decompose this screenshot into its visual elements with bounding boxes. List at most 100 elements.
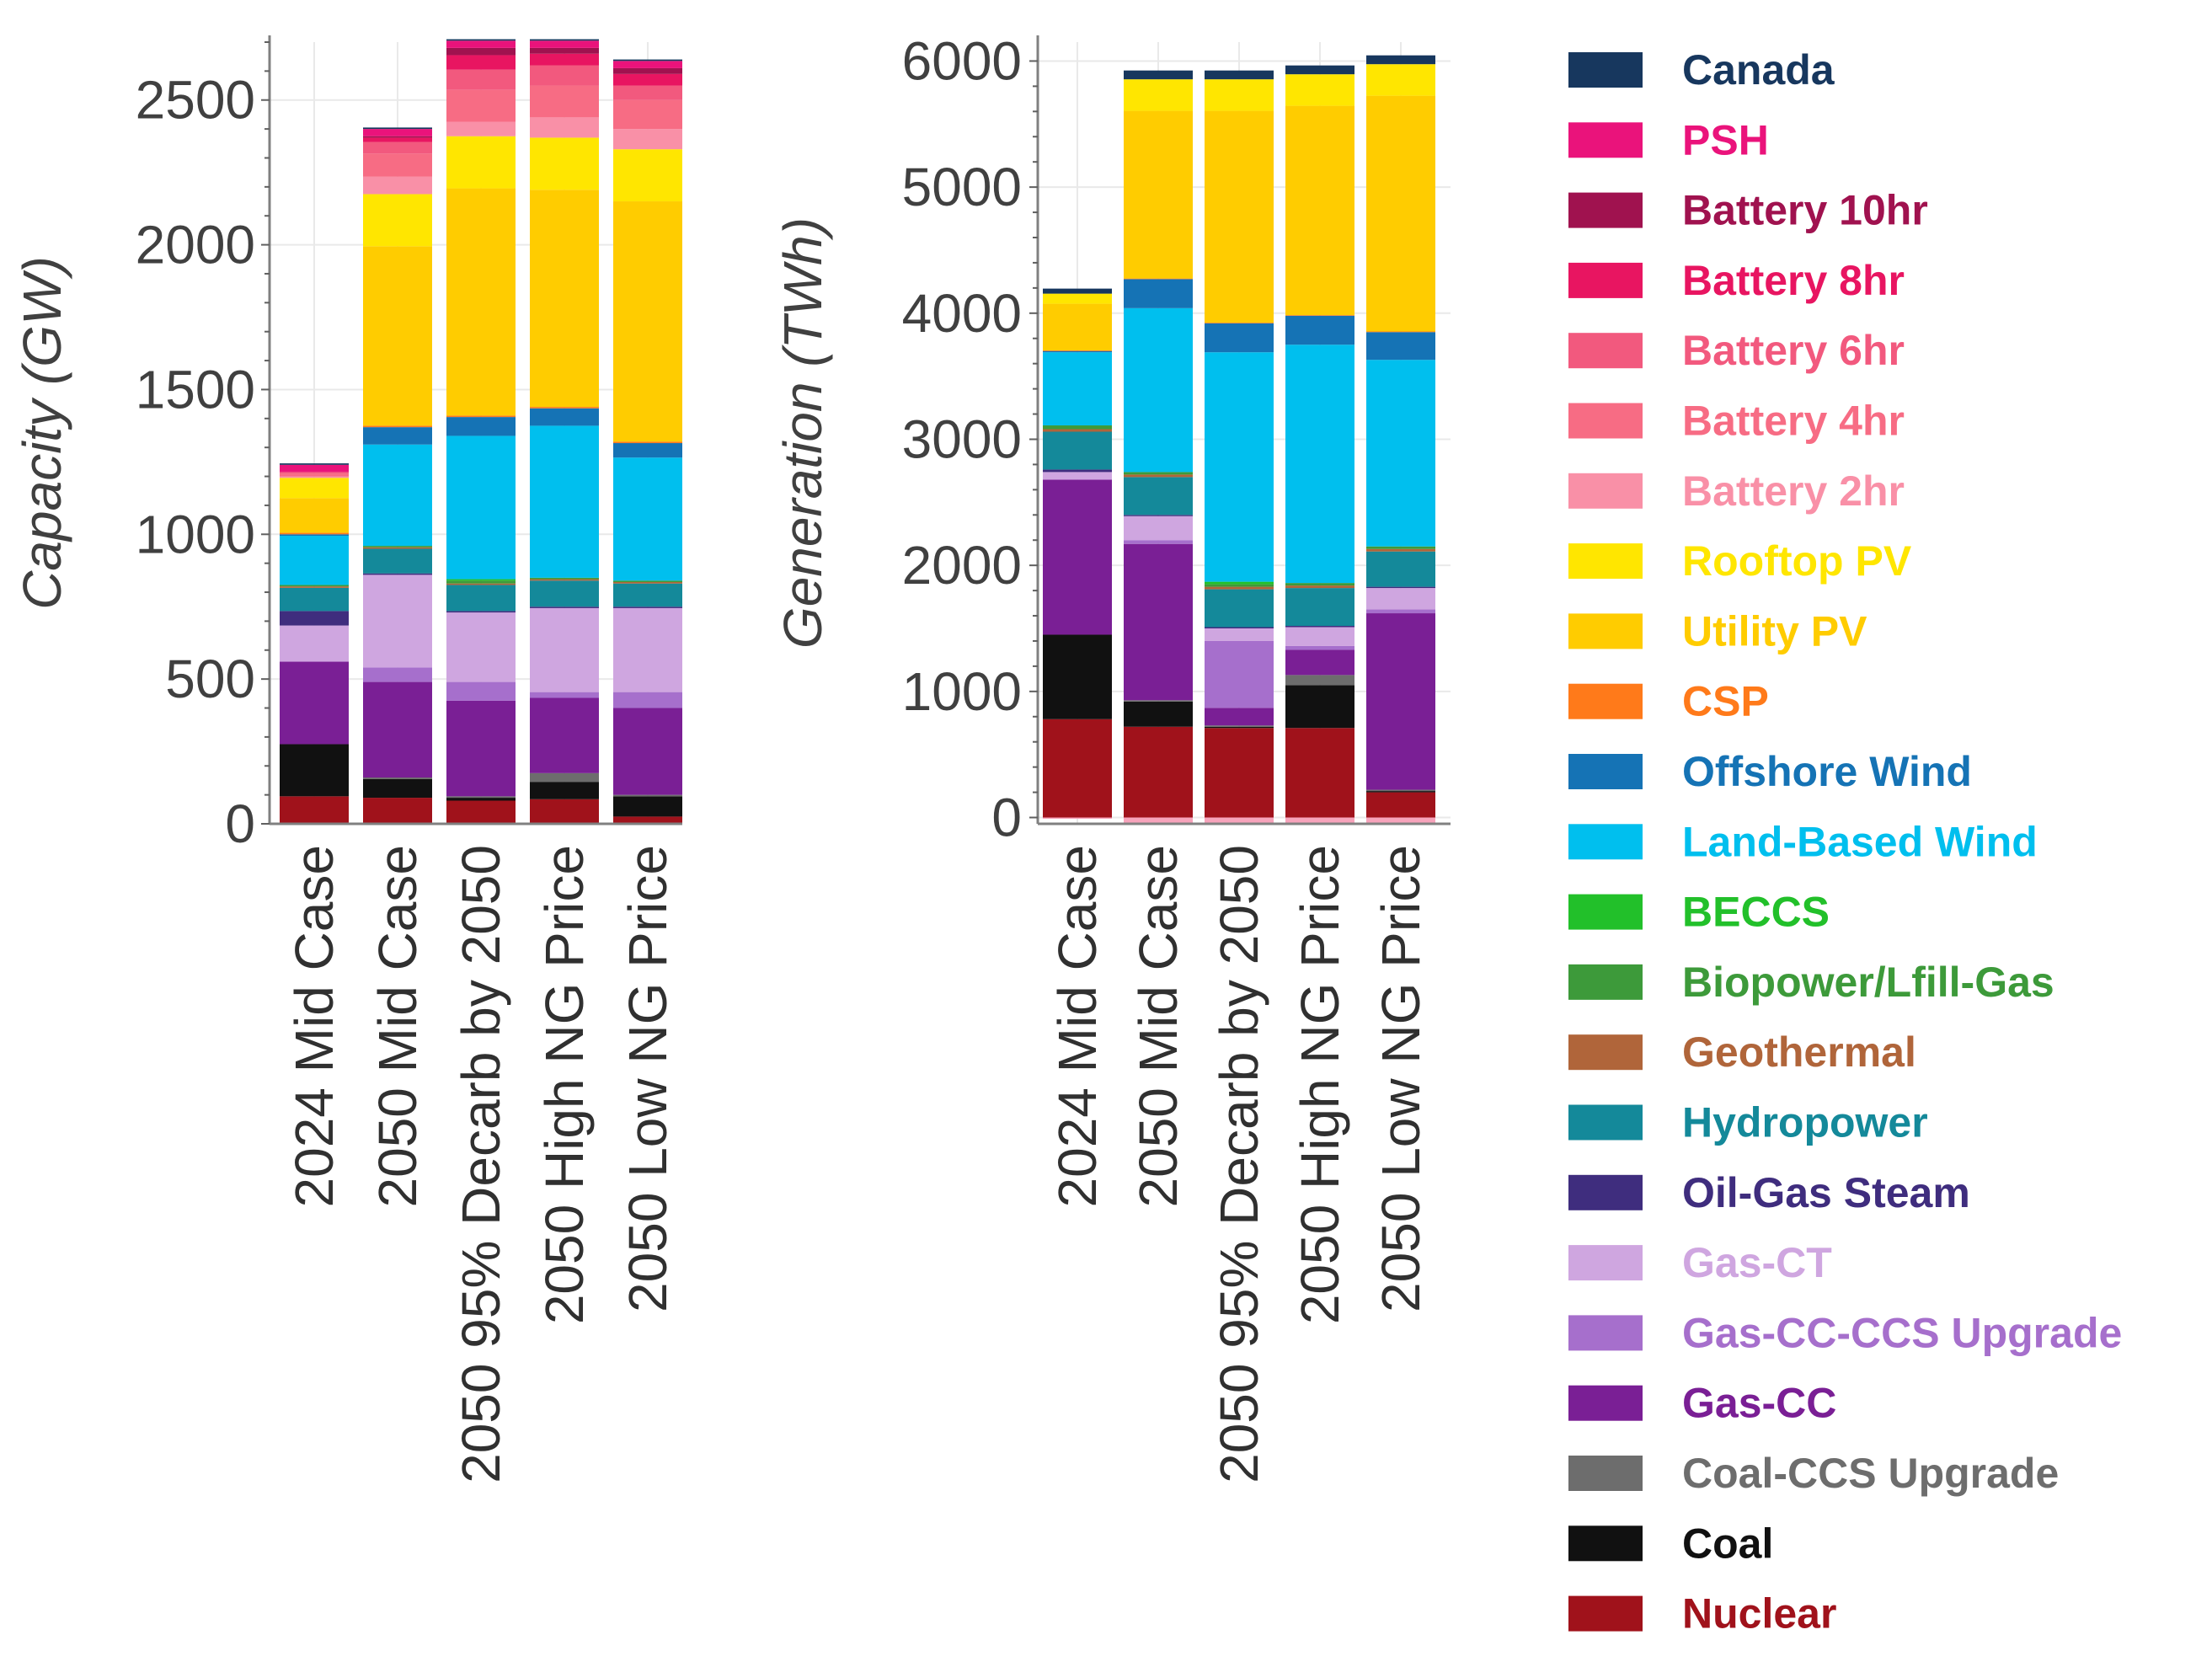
bar-segment-coal — [530, 782, 599, 799]
bar-segment-biopower-lfill-gas — [1124, 472, 1193, 475]
bar-segment-csp — [280, 532, 349, 535]
bar-segment-beccs — [1205, 581, 1274, 585]
legend-label-battery-8hr: Battery 8hr — [1682, 257, 1905, 304]
legend-swatch-offshore-wind — [1568, 754, 1643, 789]
bar-segment-psh — [530, 40, 599, 48]
bar-segment-rooftop-pv — [363, 194, 432, 247]
bar-segment-land-based-wind — [530, 425, 599, 578]
bar-segment-gas-cc-ccs-upgrade — [613, 692, 682, 708]
category-label: 2050 95% Decarb by 2050 — [451, 845, 511, 1483]
bar-segment-battery-4hr — [613, 99, 682, 130]
bar-segment-gas-cc-ccs-upgrade — [1285, 645, 1354, 650]
bar-segment-gas-ct — [1043, 472, 1112, 480]
legend-label-biopower-lfill-gas: Biopower/Lfill-Gas — [1682, 959, 2054, 1006]
bar-segment-rooftop-pv — [280, 478, 349, 499]
legend-swatch-geothermal — [1568, 1034, 1643, 1071]
bar-segment-offshore-wind — [530, 408, 599, 426]
bar-segment-battery-6hr — [613, 85, 682, 100]
capacity-bars — [280, 39, 682, 824]
category-label: 2050 High NG Price — [1290, 845, 1350, 1324]
bar-segment-hydropower — [613, 583, 682, 607]
bar-segment-gas-cc-ccs-upgrade — [1124, 540, 1193, 544]
bar-segment-coal — [613, 796, 682, 817]
category-label: 2050 Low NG Price — [617, 845, 678, 1312]
bar-segment-offshore-wind — [1366, 332, 1435, 361]
bar-segment-hydropower — [363, 548, 432, 574]
legend-label-battery-4hr: Battery 4hr — [1682, 398, 1905, 445]
bar-segment-oil-gas-steam — [363, 573, 432, 575]
bar-segment-coal-ccs-upgrade — [1285, 675, 1354, 686]
bar-segment-coal-ccs-upgrade — [446, 796, 516, 799]
legend-label-coal-ccs-upgrade: Coal-CCS Upgrade — [1682, 1450, 2059, 1497]
bar-segment-battery-4hr — [530, 85, 599, 118]
generation-y-tick-label: 1000 — [902, 661, 1022, 722]
bar-segment-rooftop-pv — [1285, 74, 1354, 106]
legend-label-utility-pv: Utility PV — [1682, 607, 1867, 655]
legend-label-csp: CSP — [1682, 678, 1769, 725]
legend-label-land-based-wind: Land-Based Wind — [1682, 818, 2038, 865]
bar-segment-battery-2hr — [530, 117, 599, 138]
category-label: 2050 Mid Case — [367, 845, 428, 1207]
bar-segment-csp — [1366, 331, 1435, 333]
bar-segment-oil-gas-steam — [280, 611, 349, 626]
bar-segment-gas-ct — [363, 574, 432, 668]
bar-segment-utility-pv — [446, 188, 516, 416]
bar-segment-coal — [1205, 726, 1274, 729]
capacity-y-tick-label: 0 — [225, 793, 255, 854]
category-label: 2024 Mid Case — [1047, 845, 1108, 1207]
legend-swatch-battery-4hr — [1568, 403, 1643, 439]
bar-segment-biopower-lfill-gas — [1043, 425, 1112, 430]
bar-segment-battery-8hr — [363, 137, 432, 142]
legend-swatch-land-based-wind — [1568, 824, 1643, 860]
bar-segment-offshore-wind — [613, 443, 682, 458]
bar-segment-gas-cc-ccs-upgrade — [446, 681, 516, 701]
bar-segment-psh — [363, 129, 432, 136]
bar-segment-gas-ct — [1285, 627, 1354, 646]
legend-swatch-battery-2hr — [1568, 473, 1643, 509]
legend-label-beccs: BECCS — [1682, 889, 1830, 936]
bar-segment-geothermal — [446, 583, 516, 585]
bar-segment-hydropower — [1366, 551, 1435, 587]
bar-segment-gas-ct — [530, 607, 599, 692]
bar-segment-battery-4hr — [280, 473, 349, 477]
bar-segment-utility-pv — [363, 246, 432, 426]
legend-label-gas-ct: Gas-CT — [1682, 1239, 1832, 1286]
bar-segment-gas-cc — [613, 708, 682, 795]
bar-segment-coal — [363, 778, 432, 799]
bar-segment-offshore-wind — [363, 427, 432, 445]
category-label: 2050 High NG Price — [534, 845, 595, 1324]
bar-segment-rooftop-pv — [530, 137, 599, 190]
bar-segment-coal-ccs-upgrade — [1124, 700, 1193, 702]
bar-segment-geothermal — [1043, 429, 1112, 432]
bar-segment-battery-10hr — [446, 47, 516, 56]
bar-segment-rooftop-pv — [446, 136, 516, 189]
bar-segment-csp — [613, 441, 682, 444]
legend-label-nuclear: Nuclear — [1682, 1590, 1836, 1638]
generation-y-tick-label: 0 — [991, 788, 1022, 848]
capacity-y-tick-label: 2500 — [136, 70, 255, 131]
bar-segment-battery-6hr — [363, 142, 432, 154]
legend-swatch-coal — [1568, 1525, 1643, 1562]
category-label: 2024 Mid Case — [284, 845, 345, 1207]
capacity-y-tick-label: 500 — [165, 649, 255, 709]
legend-swatch-battery-6hr — [1568, 333, 1643, 369]
bar-segment-csp — [530, 407, 599, 409]
bar-segment-canada — [613, 59, 682, 61]
bar-segment-rooftop-pv — [1043, 293, 1112, 304]
capacity-chart: 0 500 1000 1500 2000 2500 Capacity (GW) 2024 Mi… — [12, 35, 682, 1483]
legend-swatch-gas-cc — [1568, 1385, 1643, 1421]
legend-swatch-battery-10hr — [1568, 192, 1643, 228]
generation-y-tick-label: 2000 — [902, 535, 1022, 596]
bar-segment-canada — [446, 39, 516, 41]
bar-segment-battery-2hr — [280, 476, 349, 478]
bar-segment-utility-pv — [1124, 110, 1193, 279]
legend-swatch-utility-pv — [1568, 613, 1643, 649]
bar-segment-offshore-wind — [280, 534, 349, 537]
bar-segment-nuclear — [1205, 728, 1274, 818]
bar-segment-utility-pv — [530, 190, 599, 408]
bar-segment-geothermal — [1205, 586, 1274, 590]
bar-segment-battery-10hr — [363, 136, 432, 138]
bar-segment-battery-6hr — [530, 65, 599, 86]
bar-segment-biopower-lfill-gas — [1366, 546, 1435, 549]
bar-segment-battery-4hr — [446, 89, 516, 122]
